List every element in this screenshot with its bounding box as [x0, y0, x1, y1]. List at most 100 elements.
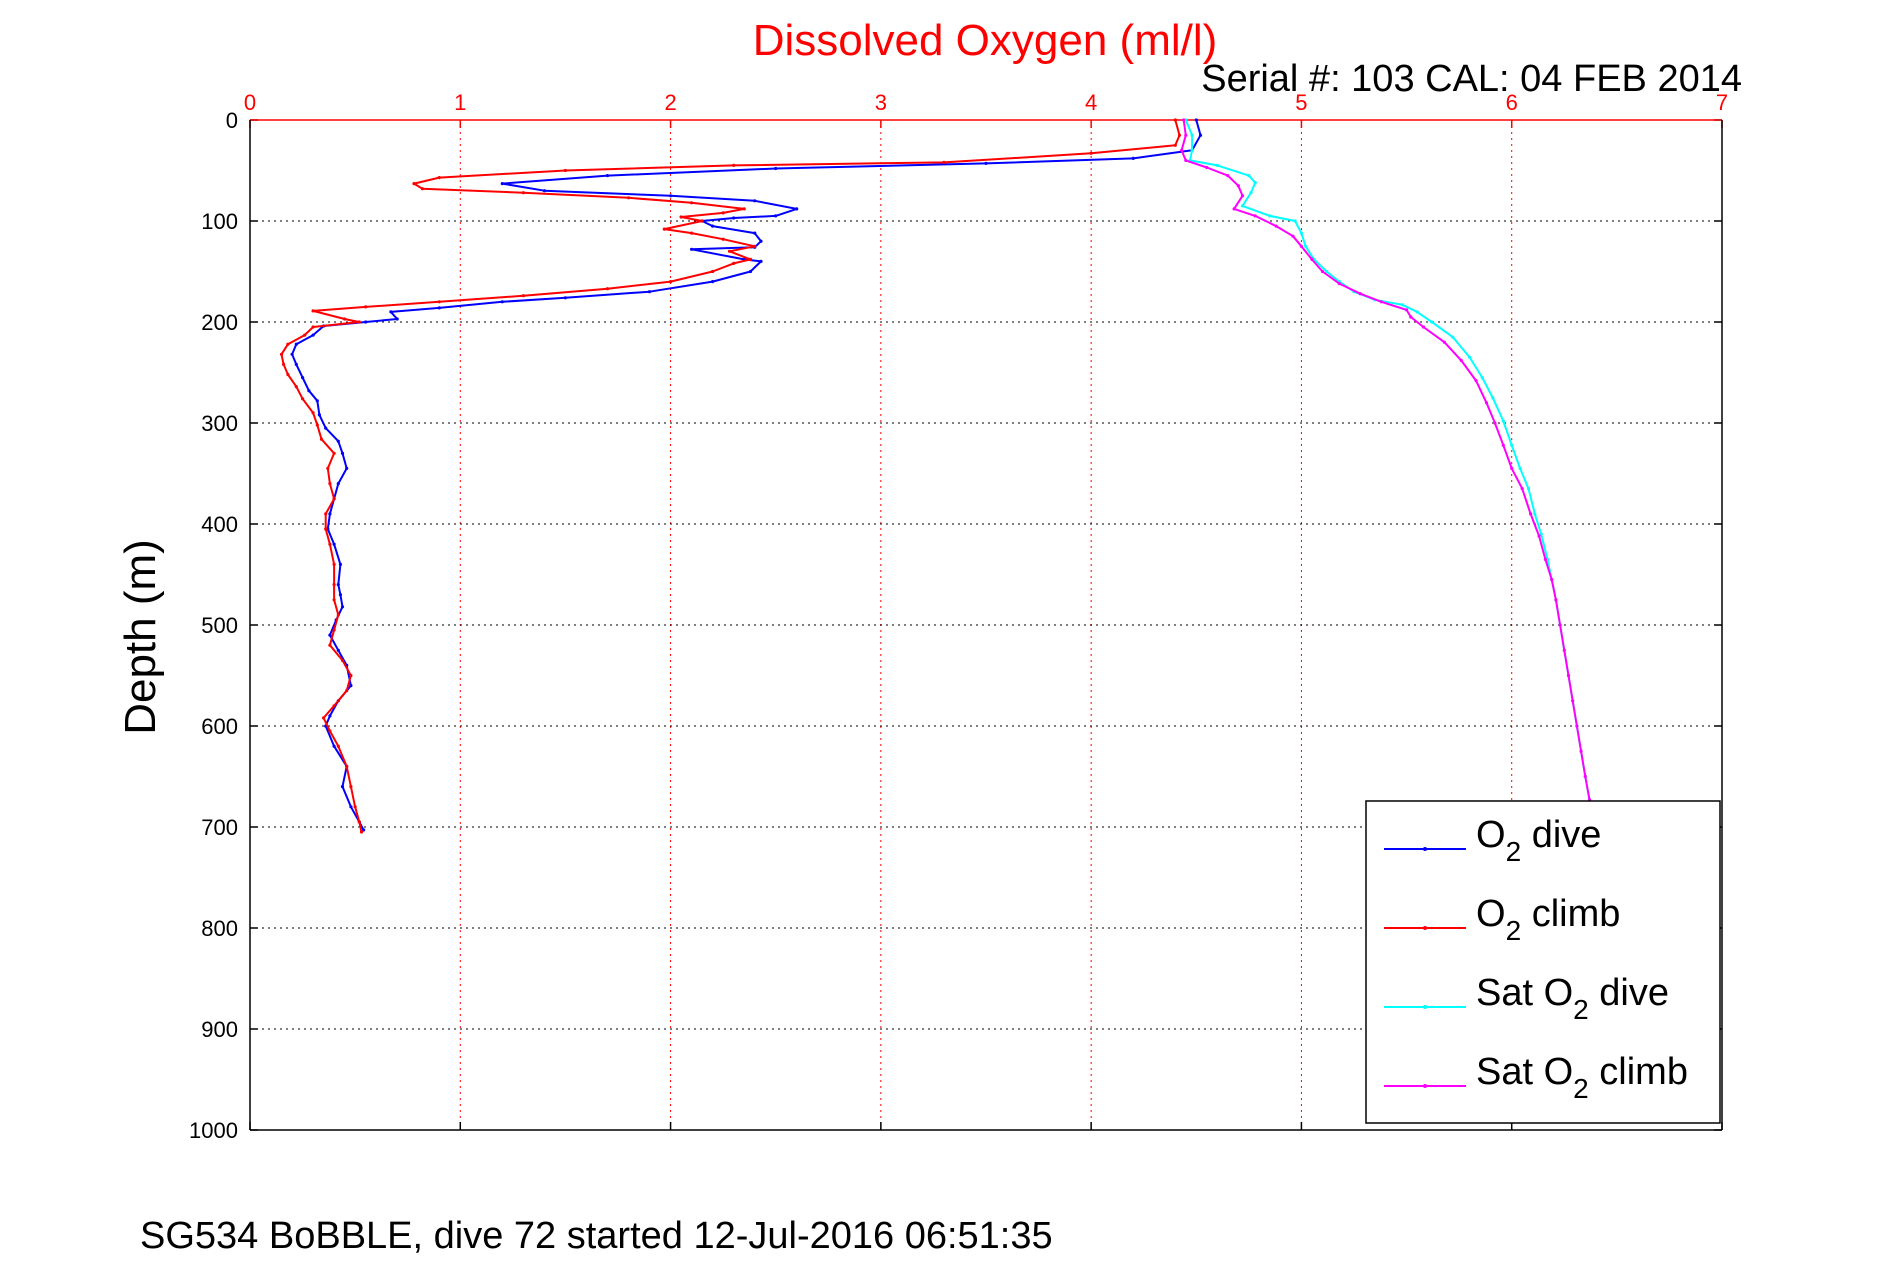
- data-point-sat-o2-dive: [1325, 269, 1329, 274]
- data-point-o2-dive: [290, 352, 294, 356]
- data-point-sat-o2-climb: [1205, 165, 1209, 170]
- data-point-sat-o2-climb: [1554, 598, 1558, 602]
- data-point-o2-dive: [349, 684, 353, 688]
- y-tick-label: 800: [201, 916, 238, 941]
- data-point-sat-o2-climb: [1226, 174, 1230, 178]
- data-point-sat-o2-climb: [1236, 184, 1240, 188]
- data-point-o2-climb: [700, 219, 704, 223]
- y-tick-label: 0: [226, 108, 238, 133]
- data-point-o2-climb: [311, 325, 315, 329]
- data-point-o2-climb: [679, 215, 683, 219]
- data-point-o2-climb: [336, 613, 340, 617]
- data-point-o2-dive: [294, 362, 298, 366]
- data-point-o2-dive: [345, 466, 349, 470]
- legend-marker-sat-o2-climb: [1423, 1084, 1427, 1088]
- data-point-o2-climb: [521, 294, 526, 298]
- data-point-sat-o2-dive: [1215, 163, 1219, 167]
- data-point-o2-dive: [336, 439, 340, 443]
- data-point-sat-o2-climb: [1571, 699, 1575, 703]
- data-point-o2-climb: [626, 196, 631, 200]
- legend-label-sat-o2-climb: Sat O2 climb: [1476, 1051, 1688, 1104]
- y-tick-label: 400: [201, 512, 238, 537]
- legend-marker-o2-dive: [1423, 847, 1427, 851]
- x-tick-label: 5: [1295, 90, 1307, 115]
- legend-label-o2-dive: O2 dive: [1476, 814, 1601, 867]
- data-point-o2-climb: [942, 160, 946, 164]
- data-point-sat-o2-dive: [1526, 487, 1531, 491]
- data-point-o2-climb: [1089, 151, 1093, 155]
- data-point-o2-climb: [721, 211, 725, 215]
- data-point-o2-climb: [353, 805, 357, 809]
- data-point-sat-o2-climb: [1421, 325, 1425, 329]
- data-point-sat-o2-dive: [1304, 244, 1308, 248]
- data-point-sat-o2-dive: [1518, 466, 1522, 470]
- series-line-sat-o2-climb: [1180, 119, 1591, 800]
- data-point-o2-dive: [759, 239, 763, 243]
- data-point-o2-climb: [345, 689, 349, 693]
- data-point-o2-dive: [315, 399, 319, 403]
- legend-box: [1365, 800, 1721, 1124]
- data-point-o2-climb: [332, 451, 336, 455]
- data-point-sat-o2-climb: [1409, 315, 1413, 319]
- footer-text: SG534 BoBBLE, dive 72 started 12-Jul-201…: [140, 1215, 1053, 1257]
- data-point-o2-dive: [1131, 156, 1135, 160]
- data-point-sat-o2-climb: [1474, 379, 1478, 383]
- data-point-o2-dive: [301, 376, 305, 380]
- data-point-o2-dive: [753, 231, 757, 235]
- data-point-o2-dive: [647, 290, 652, 294]
- data-point-sat-o2-climb: [1184, 158, 1188, 162]
- data-point-sat-o2-climb: [1529, 512, 1533, 516]
- data-point-sat-o2-climb: [1459, 358, 1463, 362]
- data-point-o2-dive: [324, 426, 328, 430]
- data-point-o2-climb: [662, 227, 666, 231]
- legend-label-o2-climb: O2 climb: [1476, 893, 1620, 946]
- data-point-sat-o2-climb: [1184, 133, 1188, 137]
- series-layer: [279, 118, 1592, 834]
- y-tick-label: 500: [201, 613, 238, 638]
- x-tick-label: 2: [664, 90, 676, 115]
- data-point-o2-climb: [357, 820, 361, 824]
- data-point-o2-climb: [286, 372, 290, 377]
- data-point-o2-climb: [359, 830, 364, 834]
- data-point-o2-climb: [727, 249, 732, 253]
- data-point-o2-climb: [301, 397, 305, 401]
- data-point-sat-o2-dive: [1253, 181, 1257, 185]
- data-point-o2-dive: [395, 317, 399, 321]
- data-point-sat-o2-climb: [1501, 443, 1505, 447]
- data-point-o2-dive: [1198, 133, 1203, 137]
- data-point-o2-dive: [500, 300, 504, 304]
- data-point-sat-o2-climb: [1405, 308, 1409, 312]
- data-point-o2-climb: [1173, 143, 1177, 147]
- data-point-o2-climb: [332, 628, 336, 632]
- data-point-o2-climb: [412, 182, 416, 186]
- data-point-o2-dive: [340, 785, 345, 789]
- data-point-o2-climb: [340, 658, 345, 663]
- data-point-sat-o2-climb: [1240, 194, 1245, 198]
- data-point-o2-dive: [340, 605, 345, 609]
- data-point-o2-dive: [669, 194, 673, 198]
- data-point-sat-o2-climb: [1543, 557, 1547, 562]
- x-tick-label: 1: [454, 90, 466, 115]
- data-point-o2-climb: [521, 191, 526, 195]
- data-point-sat-o2-climb: [1550, 577, 1554, 582]
- data-point-o2-dive: [336, 482, 340, 486]
- data-point-o2-dive: [389, 310, 393, 314]
- data-point-sat-o2-dive: [1451, 335, 1455, 339]
- data-point-o2-climb: [690, 231, 694, 235]
- data-point-o2-dive: [332, 744, 336, 748]
- data-point-o2-climb: [328, 482, 332, 486]
- data-point-o2-climb: [328, 729, 332, 733]
- data-point-sat-o2-climb: [1274, 224, 1278, 228]
- y-axis-label: Depth (m): [116, 539, 165, 735]
- data-point-sat-o2-climb: [1180, 148, 1184, 152]
- data-point-o2-climb: [420, 187, 424, 191]
- data-point-o2-dive: [349, 805, 353, 809]
- data-point-o2-climb: [669, 280, 673, 284]
- data-point-sat-o2-dive: [1240, 204, 1245, 208]
- data-point-o2-climb: [437, 176, 441, 180]
- data-point-sat-o2-climb: [1579, 749, 1583, 753]
- data-point-o2-climb: [279, 352, 284, 356]
- x-tick-label: 6: [1506, 90, 1518, 115]
- data-point-o2-climb: [315, 423, 319, 427]
- data-point-o2-dive: [362, 828, 366, 832]
